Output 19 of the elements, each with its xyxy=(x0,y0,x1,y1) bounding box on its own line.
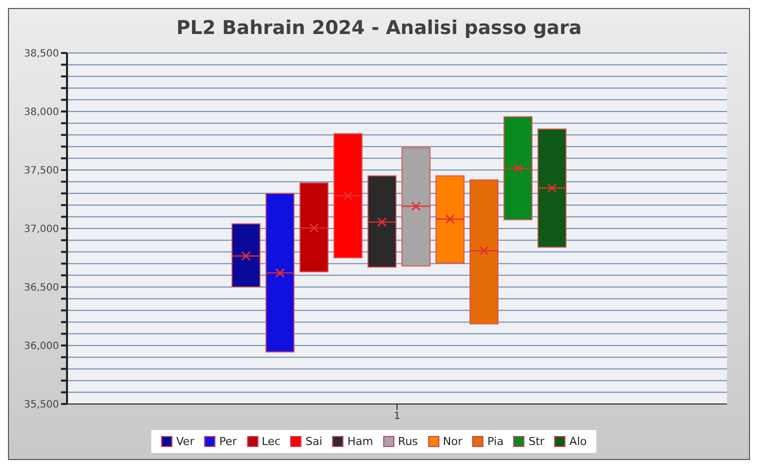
legend-label: Pia xyxy=(487,435,504,448)
y-tick-label: 36,000 xyxy=(24,341,59,352)
chart-title: PL2 Bahrain 2024 - Analisi passo gara xyxy=(175,16,583,41)
legend-label: Sai xyxy=(306,435,322,448)
y-tick-label: 36,500 xyxy=(24,282,59,294)
y-tick-label: 35,500 xyxy=(24,400,59,411)
legend-label: Rus xyxy=(398,435,418,448)
y-tick-label: 38,500 xyxy=(24,48,59,60)
legend-label: Per xyxy=(219,435,237,448)
y-tick-label: 37,500 xyxy=(24,166,59,177)
legend-label: Alo xyxy=(569,435,587,448)
legend-label: Nor xyxy=(442,435,462,448)
legend-label: Ver xyxy=(176,435,194,448)
legend-label: Str xyxy=(528,435,544,448)
legend-label: Lec xyxy=(262,435,281,448)
y-tick-label: 38,000 xyxy=(24,107,59,118)
x-tick-label: 1 xyxy=(394,411,400,422)
legend-label: Ham xyxy=(347,435,374,448)
y-tick-label: 37,000 xyxy=(24,224,59,236)
